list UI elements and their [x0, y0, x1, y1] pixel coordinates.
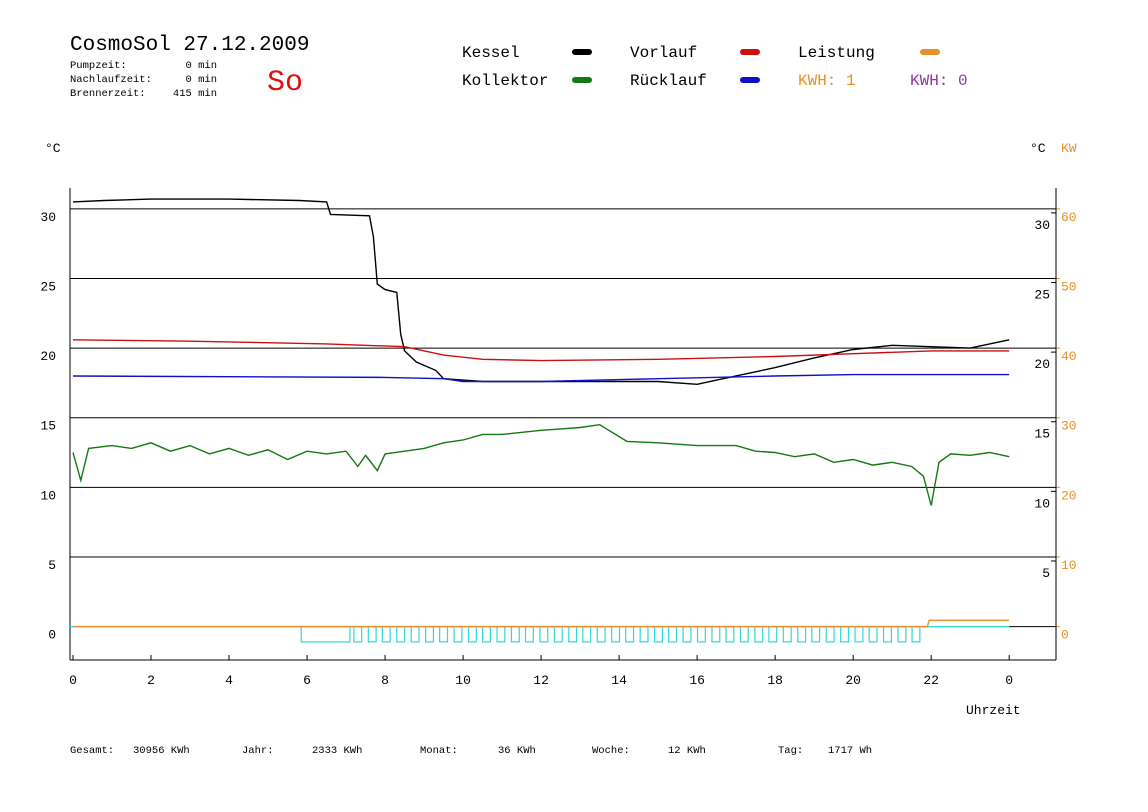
- x-tick-label: 0: [1005, 673, 1013, 688]
- total-value: 1717 Wh: [828, 745, 872, 757]
- y-tick-label-right: 5: [1042, 566, 1050, 581]
- total-label: Woche:: [592, 745, 630, 757]
- series-line: [72, 339, 1010, 362]
- x-axis-label: Uhrzeit: [966, 703, 1021, 718]
- chart-title: CosmoSol 27.12.2009: [70, 34, 309, 57]
- series-line: [73, 619, 1010, 628]
- x-tick-label: 14: [611, 673, 627, 688]
- legend-label: Vorlauf: [630, 44, 697, 62]
- stat-label: Nachlaufzeit:: [70, 74, 152, 86]
- y-tick-label-right: 25: [1034, 288, 1050, 303]
- x-tick-label: 10: [455, 673, 471, 688]
- y2-tick-label: 20: [1061, 488, 1077, 503]
- y-axis-label-right: °C: [1030, 141, 1046, 156]
- y2-tick-label: 40: [1061, 349, 1077, 364]
- legend-label: Kessel: [462, 44, 520, 62]
- series-line: [72, 373, 1010, 383]
- y-tick-label-right: 30: [1034, 218, 1050, 233]
- y-tick-label: 15: [40, 419, 56, 434]
- x-tick-label: 22: [923, 673, 939, 688]
- x-tick-label: 0: [69, 673, 77, 688]
- total-value: 30956 KWh: [133, 745, 190, 757]
- total-label: Monat:: [420, 745, 458, 757]
- legend-label: Kollektor: [462, 72, 548, 90]
- y-tick-label-right: 10: [1034, 496, 1050, 511]
- y2-tick-label: 60: [1061, 210, 1077, 225]
- day-label: So: [267, 66, 303, 100]
- x-tick-label: 6: [303, 673, 311, 688]
- x-tick-label: 8: [381, 673, 389, 688]
- y2-tick-label: 30: [1061, 419, 1077, 434]
- kwh-label: KWH: 0: [910, 72, 968, 90]
- series-line: [72, 198, 1010, 386]
- y2-axis-label: KW: [1061, 141, 1077, 156]
- total-label: Jahr:: [242, 745, 274, 757]
- x-tick-label: 20: [845, 673, 861, 688]
- stat-label: Brennerzeit:: [70, 88, 146, 100]
- y-tick-label-right: 15: [1034, 427, 1050, 442]
- x-tick-label: 12: [533, 673, 549, 688]
- y-tick-label: 10: [40, 488, 56, 503]
- kwh-label: KWH: 1: [798, 72, 856, 90]
- total-value: 36 KWh: [498, 745, 536, 757]
- y-tick-label: 30: [40, 210, 56, 225]
- x-tick-label: 4: [225, 673, 233, 688]
- series-line: [72, 423, 1010, 506]
- y-axis-label: °C: [45, 141, 61, 156]
- stat-label: Pumpzeit:: [70, 60, 127, 72]
- y2-tick-label: 0: [1061, 628, 1069, 643]
- legend-label: Leistung: [798, 44, 875, 62]
- stat-value: 0 min: [185, 60, 217, 72]
- y-tick-label: 25: [40, 280, 56, 295]
- y-tick-label: 20: [40, 349, 56, 364]
- x-tick-label: 18: [767, 673, 783, 688]
- total-value: 2333 KWh: [312, 745, 362, 757]
- y-tick-label: 5: [48, 558, 56, 573]
- stat-value: 415 min: [173, 88, 217, 100]
- y2-tick-label: 10: [1061, 558, 1077, 573]
- x-tick-label: 16: [689, 673, 705, 688]
- total-label: Tag:: [778, 745, 803, 757]
- y2-tick-label: 50: [1061, 280, 1077, 295]
- legend-label: Rücklauf: [630, 72, 707, 90]
- total-label: Gesamt:: [70, 745, 114, 757]
- stat-value: 0 min: [185, 74, 217, 86]
- x-tick-label: 2: [147, 673, 155, 688]
- y-tick-label-right: 20: [1034, 357, 1050, 372]
- y-tick-label: 0: [48, 628, 56, 643]
- total-value: 12 KWh: [668, 745, 706, 757]
